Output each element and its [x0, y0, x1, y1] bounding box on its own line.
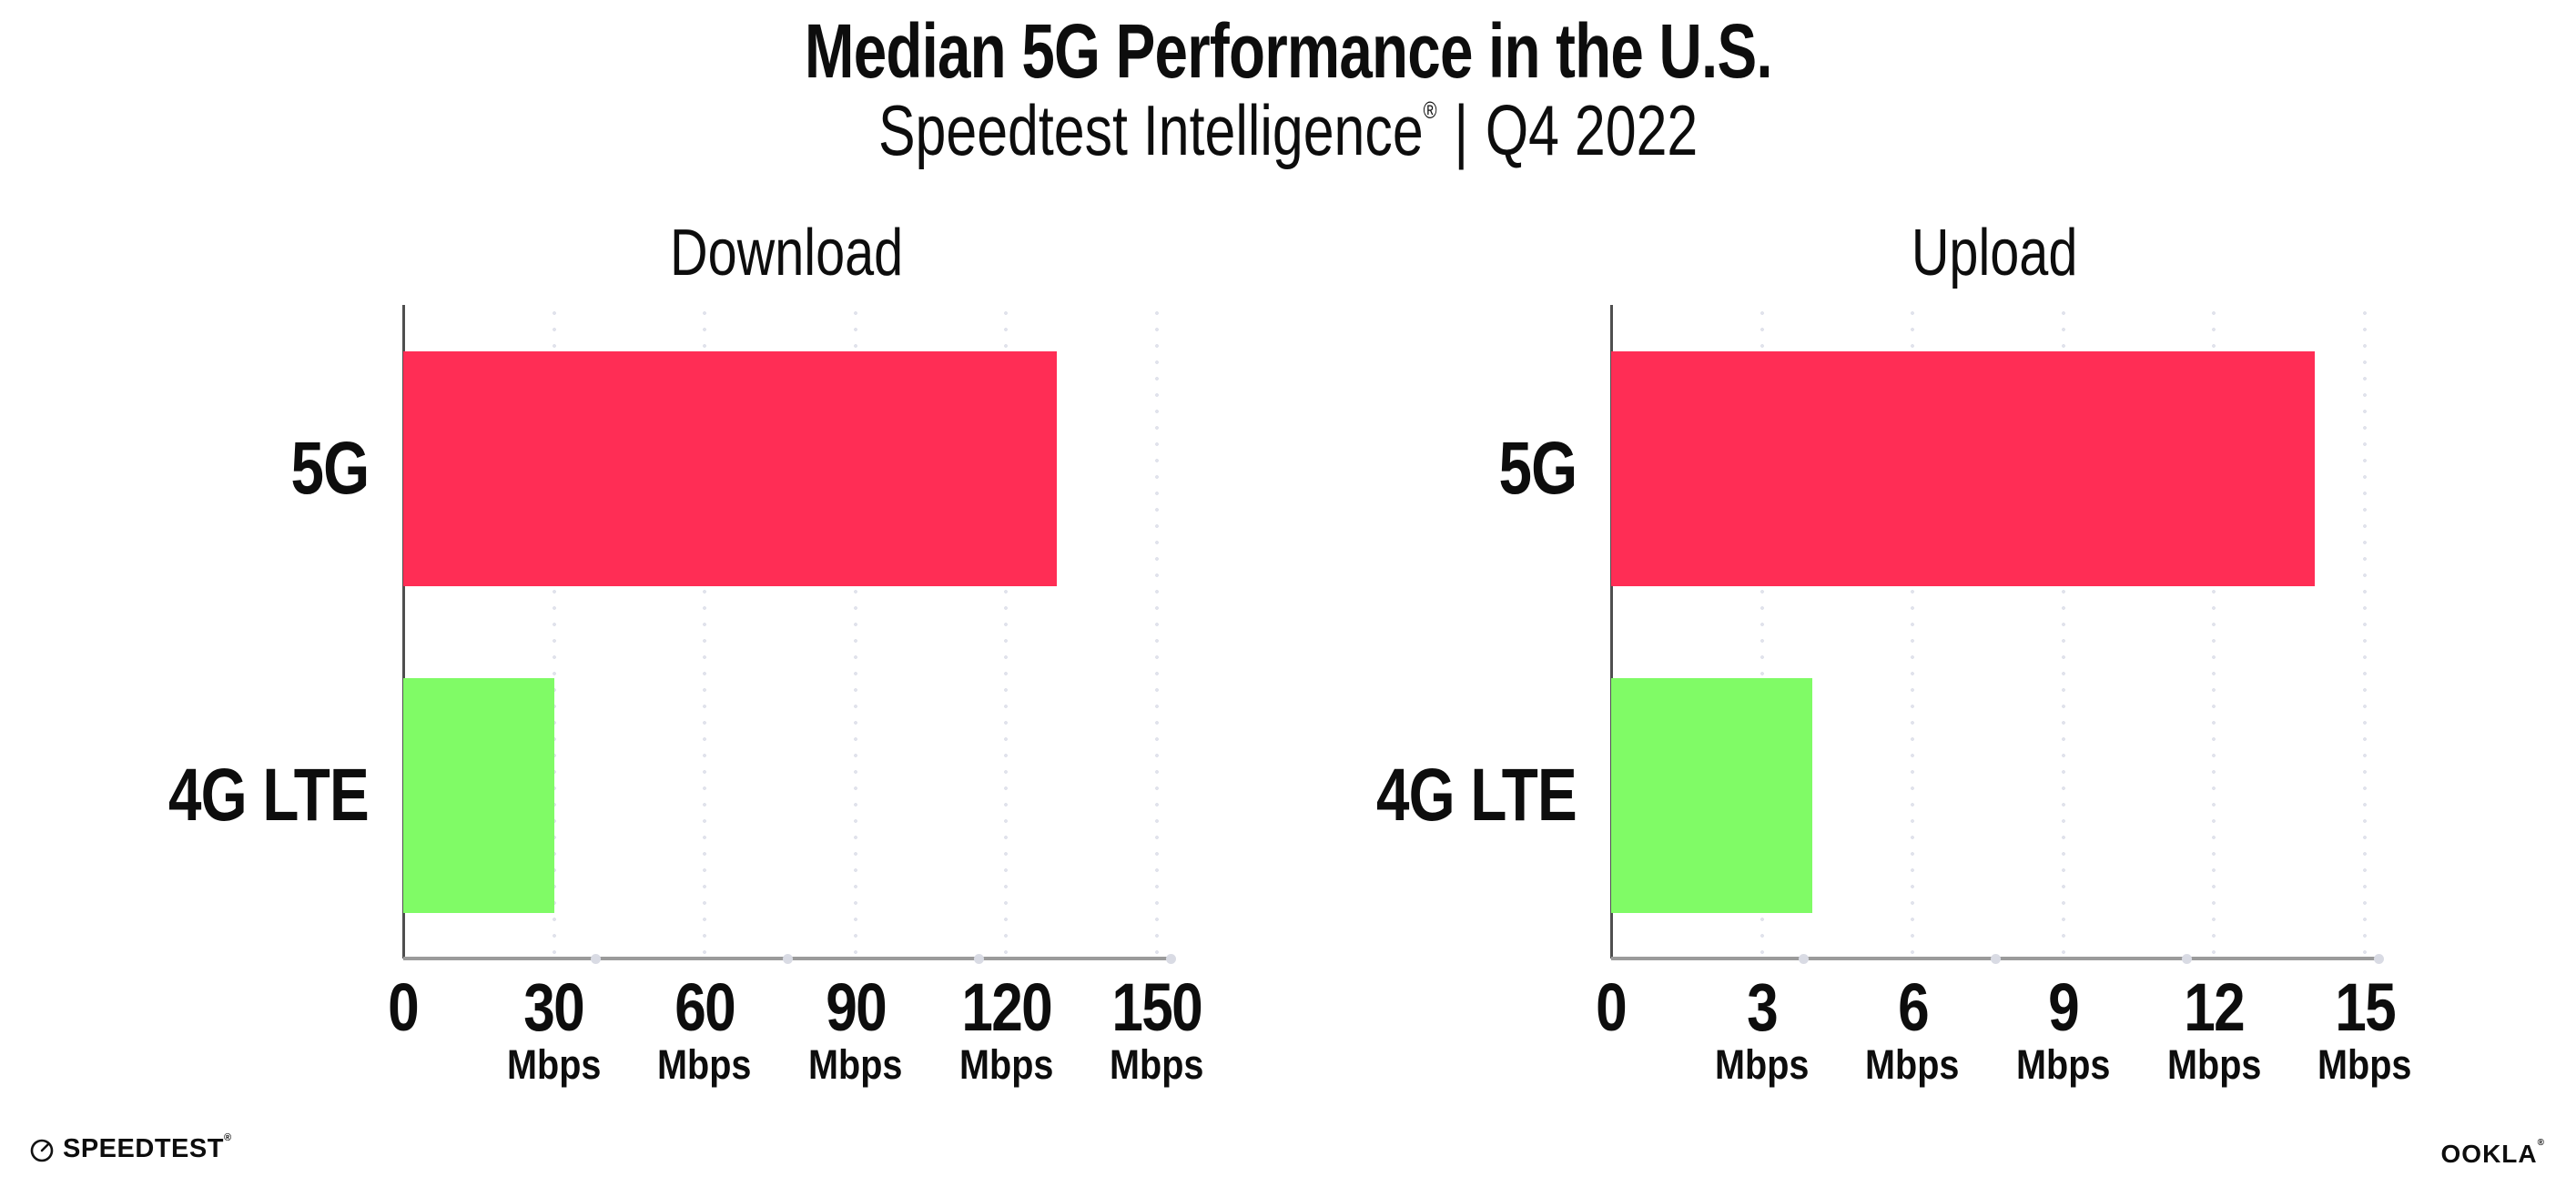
chart-title-download: Download: [403, 217, 1171, 289]
x-tick-value: 6: [1897, 969, 1930, 1045]
x-tick-label: 150: [1020, 972, 1293, 1043]
x-tick-label: 0: [1475, 972, 1748, 1043]
axis-quarter-dot: [1166, 954, 1176, 964]
speedtest-logo: SPEEDTEST®: [29, 1132, 232, 1164]
x-tick-unit: Mbps: [869, 1043, 1142, 1087]
subtitle-brand: Speedtest Intelligence: [877, 90, 1424, 170]
registered-mark: ®: [1423, 96, 1437, 124]
x-tick-unit: Mbps: [1927, 1043, 2200, 1087]
x-tick-unit: Mbps: [2077, 1043, 2350, 1087]
subtitle-period: Q4 2022: [1485, 90, 1699, 170]
x-tick-unit: Mbps: [2228, 1043, 2501, 1087]
category-label-text: 5G: [1498, 426, 1577, 510]
axis-quarter-dot: [974, 954, 985, 964]
gridline: [1760, 305, 1764, 959]
x-tick-value: 15: [2335, 969, 2396, 1045]
category-label-text: 4G LTE: [1376, 753, 1577, 837]
x-tick-unit-text: Mbps: [2317, 1041, 2412, 1088]
x-tick-unit: Mbps: [568, 1043, 841, 1087]
gridline: [2212, 305, 2216, 959]
gridline: [2061, 305, 2065, 959]
axis-quarter-dot: [2374, 954, 2384, 964]
x-tick-value: 3: [1747, 969, 1779, 1045]
x-tick-label: 6: [1776, 972, 2049, 1043]
ookla-registered-mark: ®: [2537, 1138, 2545, 1148]
x-tick-value: 0: [1596, 969, 1628, 1045]
category-label-5g: 5G: [1185, 414, 1577, 523]
bar-5g: [1611, 350, 2315, 586]
page-subtitle: Speedtest Intelligence® | Q4 2022: [0, 89, 2576, 172]
axis-quarter-dot: [590, 954, 601, 964]
x-tick-label: 3: [1626, 972, 1899, 1043]
x-tick-unit: Mbps: [1776, 1043, 2049, 1087]
x-tick-unit: Mbps: [1626, 1043, 1899, 1087]
gridline: [2363, 305, 2367, 959]
page-title-text: Median 5G Performance in the U.S.: [804, 8, 1773, 94]
category-label-text: 4G LTE: [168, 753, 370, 837]
x-tick-label: 0: [267, 972, 540, 1043]
y-axis: [402, 305, 405, 959]
gridline: [1004, 305, 1009, 959]
x-tick-unit: Mbps: [418, 1043, 691, 1087]
speedtest-gauge-icon: [29, 1137, 55, 1162]
x-tick-value: 150: [1111, 969, 1203, 1045]
gridline: [853, 305, 857, 959]
x-tick-unit: Mbps: [719, 1043, 992, 1087]
gridline: [552, 305, 556, 959]
x-tick-value: 30: [523, 969, 585, 1045]
category-label-5g: 5G: [0, 414, 370, 523]
chart-title-text: Upload: [1912, 217, 2078, 289]
x-tick-label: 12: [2077, 972, 2350, 1043]
x-tick-unit-text: Mbps: [808, 1041, 903, 1088]
x-tick-unit-text: Mbps: [1714, 1041, 1810, 1088]
x-tick-value: 90: [825, 969, 887, 1045]
x-tick-value: 120: [961, 969, 1052, 1045]
x-tick-unit-text: Mbps: [958, 1041, 1054, 1088]
axis-quarter-dot: [1990, 954, 2001, 964]
page-title: Median 5G Performance in the U.S.: [0, 7, 2576, 96]
category-label-4g-lte: 4G LTE: [1185, 741, 1577, 850]
speedtest-wordmark-text: SPEEDTEST: [63, 1134, 224, 1163]
ookla-logo: OOKLA®: [2440, 1138, 2545, 1169]
x-tick-unit: Mbps: [1020, 1043, 1293, 1087]
chart-title-text: Download: [670, 217, 904, 289]
x-tick-unit-text: Mbps: [1865, 1041, 1960, 1088]
x-tick-value: 9: [2048, 969, 2080, 1045]
category-label-text: 5G: [290, 426, 370, 510]
speedtest-wordmark: SPEEDTEST®: [63, 1132, 232, 1164]
axis-quarter-dot: [1798, 954, 1809, 964]
axis-quarter-dot: [782, 954, 793, 964]
x-tick-label: 30: [418, 972, 691, 1043]
gridline: [1911, 305, 1915, 959]
x-tick-unit-text: Mbps: [1110, 1041, 1204, 1088]
x-tick-value: 0: [388, 969, 421, 1045]
x-tick-label: 60: [568, 972, 841, 1043]
subtitle-separator: |: [1454, 90, 1469, 170]
x-tick-unit-text: Mbps: [657, 1041, 752, 1088]
x-tick-value: 60: [674, 969, 735, 1045]
x-tick-unit-text: Mbps: [2016, 1041, 2111, 1088]
speedtest-registered-mark: ®: [223, 1132, 232, 1143]
chart-title-upload: Upload: [1611, 217, 2378, 289]
bar-5g: [403, 350, 1057, 586]
bar-4g-lte: [403, 677, 554, 913]
category-label-4g-lte: 4G LTE: [0, 741, 370, 850]
x-tick-unit-text: Mbps: [506, 1041, 602, 1088]
x-tick-value: 12: [2184, 969, 2245, 1045]
axis-quarter-dot: [2182, 954, 2193, 964]
gridline: [703, 305, 707, 959]
x-tick-label: 9: [1927, 972, 2200, 1043]
page-subtitle-text: Speedtest Intelligence® | Q4 2022: [878, 89, 1698, 172]
bar-4g-lte: [1611, 677, 1812, 913]
y-axis: [1610, 305, 1613, 959]
gridline: [1155, 305, 1159, 959]
x-tick-label: 90: [719, 972, 992, 1043]
x-tick-unit-text: Mbps: [2166, 1041, 2262, 1088]
x-tick-label: 15: [2228, 972, 2501, 1043]
ookla-wordmark-text: OOKLA: [2440, 1140, 2538, 1168]
x-tick-label: 120: [869, 972, 1142, 1043]
